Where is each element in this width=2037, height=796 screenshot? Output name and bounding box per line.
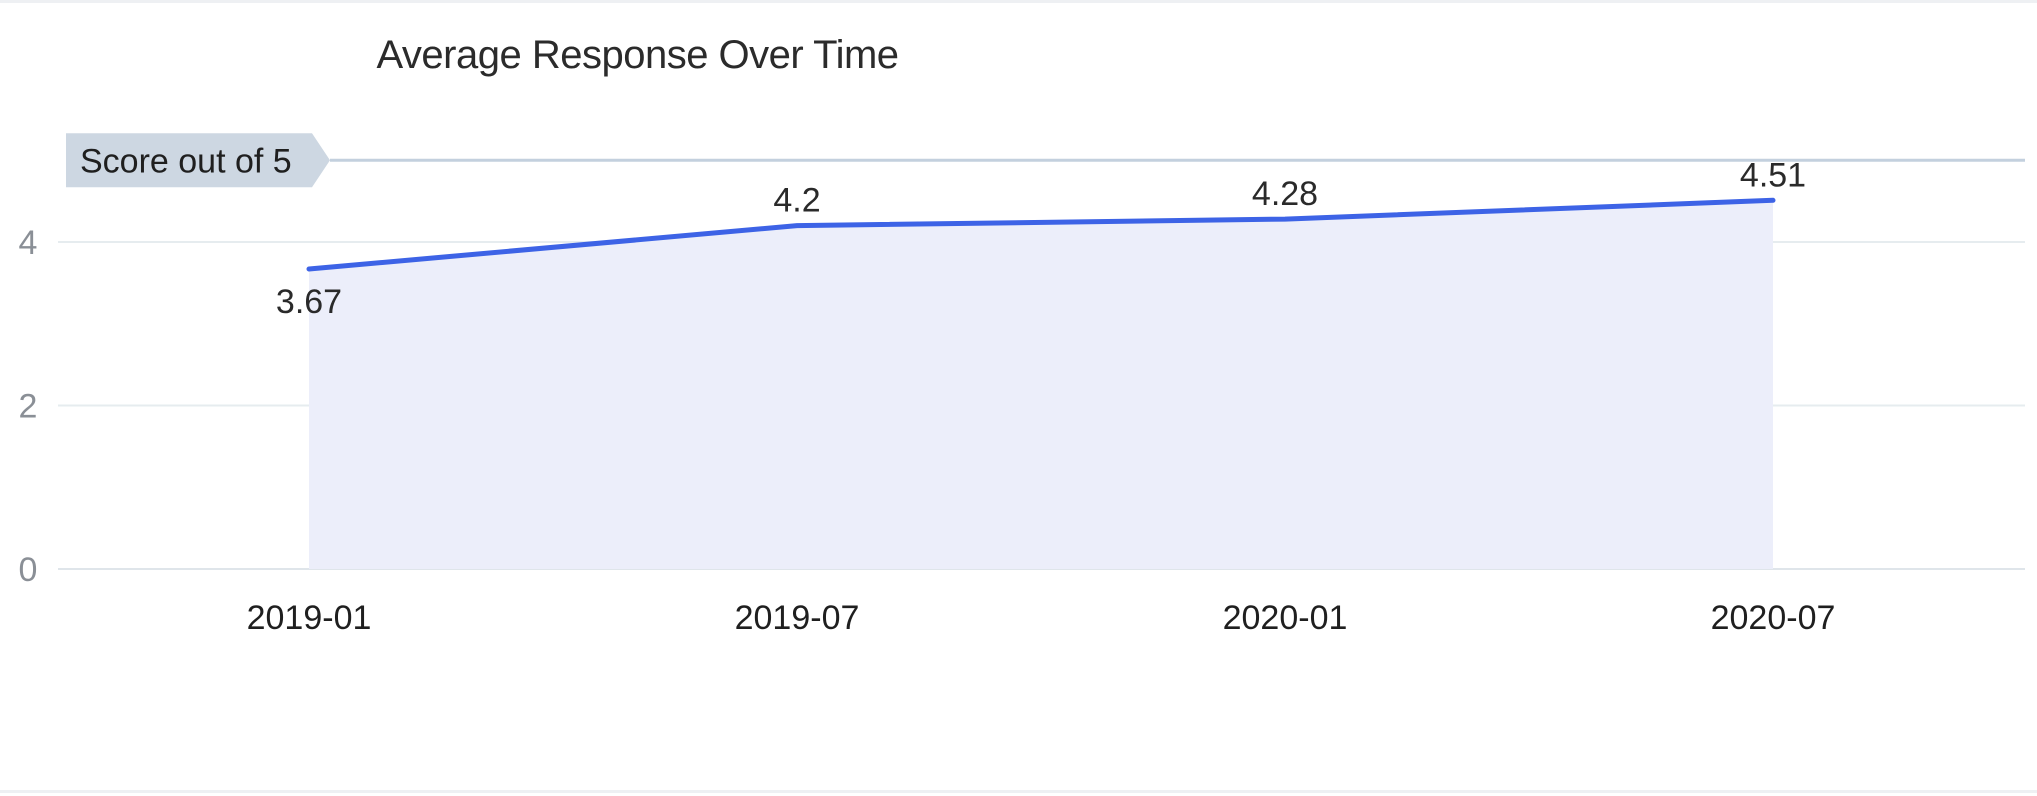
y-tick-label-2: 2: [19, 388, 38, 426]
y-tick-label-4: 4: [19, 224, 38, 262]
data-label-2020-01: 4.28: [1252, 175, 1318, 213]
x-tick-label-2020-01: 2020-01: [1223, 599, 1348, 637]
chart-canvas: Score out of 5 0 2 4 2019-01 2019-07 2020-01…: [19, 133, 2025, 637]
series-line-layer: [306, 197, 1776, 272]
x-tick-label-2019-01: 2019-01: [247, 599, 372, 637]
data-label-2019-01: 3.67: [276, 283, 342, 321]
data-labels: 3.67 4.2 4.28 4.51: [276, 156, 1806, 321]
reference-line-group: Score out of 5: [66, 133, 2025, 188]
area-fill: [309, 200, 1773, 569]
area-fill-layer: [309, 200, 1773, 569]
series-line: [306, 197, 1776, 272]
chart-title: Average Response Over Time: [376, 33, 899, 77]
data-label-2019-07: 4.2: [773, 182, 820, 220]
x-tick-label-2019-07: 2019-07: [735, 599, 860, 637]
x-axis-ticks: 2019-01 2019-07 2020-01 2020-07: [247, 599, 1836, 637]
data-label-2020-07: 4.51: [1740, 156, 1806, 194]
x-tick-label-2020-07: 2020-07: [1711, 599, 1836, 637]
reference-label-tag: [66, 133, 330, 188]
y-tick-label-0: 0: [19, 551, 38, 589]
reference-label: Score out of 5: [80, 142, 292, 180]
y-axis-ticks: 0 2 4: [19, 224, 38, 589]
